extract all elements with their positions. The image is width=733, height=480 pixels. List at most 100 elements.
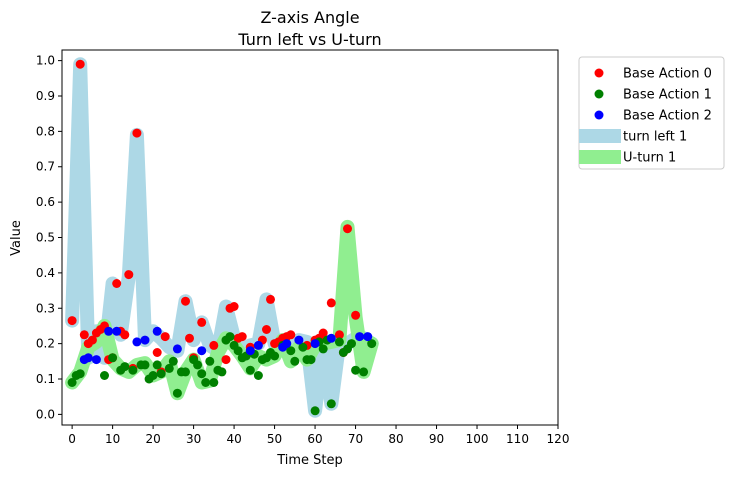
base-action-0-point — [181, 296, 190, 306]
x-tick-label: 80 — [388, 432, 403, 446]
chart-title: Z-axis Angle — [260, 8, 359, 27]
base-action-0-point — [197, 317, 207, 327]
base-action-1-point — [347, 339, 356, 349]
x-axis-label: Time Step — [276, 453, 343, 468]
base-action-2-point — [326, 333, 336, 343]
base-action-2-point — [83, 353, 93, 363]
base-action-1-point — [286, 346, 296, 356]
base-action-2-point — [91, 355, 101, 365]
base-action-1-point — [108, 353, 118, 363]
y-tick-label: 0.7 — [36, 160, 55, 174]
base-action-2-point — [355, 332, 365, 342]
x-tick-label: 40 — [226, 432, 241, 446]
x-tick-label: 120 — [547, 432, 570, 446]
base-action-0-point — [120, 330, 130, 340]
y-tick-label: 0.6 — [36, 195, 55, 209]
base-action-1-point — [270, 351, 280, 361]
base-action-2-point — [197, 346, 207, 356]
base-action-2-legend-label: Base Action 2 — [623, 109, 712, 124]
x-axis: 0 10 20 30 40 50 60 70 80 90 100 110 120 — [68, 425, 569, 446]
base-action-2-point — [245, 346, 255, 356]
base-action-1-point — [172, 388, 182, 398]
base-action-2-point — [132, 337, 142, 347]
base-action-2-point — [172, 344, 182, 354]
base-action-0-point — [229, 302, 239, 311]
base-action-1-point — [217, 367, 227, 377]
base-action-0-point — [326, 298, 336, 308]
base-action-1-point — [253, 371, 263, 380]
base-action-1-point — [209, 378, 219, 387]
base-action-1-point — [193, 360, 203, 370]
base-action-0-point — [112, 279, 122, 288]
base-action-1-point — [205, 356, 215, 366]
base-action-0-point — [266, 294, 275, 304]
base-action-1-legend-marker — [594, 89, 604, 99]
base-action-2-point — [294, 335, 304, 345]
x-tick-label: 20 — [145, 432, 160, 446]
x-tick-label: 100 — [466, 432, 489, 446]
base-action-1-point — [326, 399, 336, 409]
base-action-0-point — [343, 224, 352, 234]
base-action-1-point — [164, 363, 174, 373]
base-action-1-point — [181, 367, 190, 377]
y-tick-label: 0.1 — [36, 372, 55, 386]
base-action-0-point — [221, 355, 231, 365]
base-action-0-point — [152, 348, 162, 357]
points-layer — [67, 59, 377, 416]
base-action-2-legend-marker — [594, 110, 604, 120]
base-action-0-legend-label: Base Action 0 — [623, 67, 712, 82]
base-action-0-point — [67, 316, 77, 326]
x-tick-label: 90 — [429, 432, 444, 446]
base-action-1-point — [245, 365, 255, 375]
base-action-0-point — [318, 328, 328, 338]
base-action-1-point — [128, 365, 138, 375]
y-tick-label: 0.3 — [36, 301, 55, 315]
base-action-0-point — [351, 310, 361, 320]
x-tick-label: 60 — [307, 432, 322, 446]
y-axis: 0.0 0.1 0.2 0.3 0.4 0.5 0.6 0.7 0.8 0.9 1.0 — [36, 54, 62, 421]
base-action-1-point — [120, 362, 130, 372]
y-tick-label: 0.5 — [36, 231, 55, 245]
base-action-0-legend-marker — [594, 68, 604, 78]
base-action-0-point — [262, 325, 271, 334]
base-action-1-point — [290, 356, 300, 366]
base-action-1-point — [148, 371, 158, 380]
base-action-2-point — [104, 326, 114, 336]
base-action-0-point — [124, 270, 134, 280]
base-action-0-point — [79, 330, 89, 340]
x-tick-label: 10 — [105, 432, 120, 446]
base-action-1-point — [298, 342, 308, 352]
u-turn-1-legend-label: U-turn 1 — [623, 151, 676, 166]
base-action-2-point — [152, 326, 162, 336]
base-action-1-point — [168, 356, 178, 366]
y-tick-label: 0.0 — [36, 407, 55, 421]
y-tick-label: 0.8 — [36, 124, 55, 138]
base-action-1-point — [67, 378, 77, 387]
base-action-2-point — [310, 339, 320, 349]
base-action-2-point — [282, 339, 292, 349]
turn-left-1-legend-label: turn left 1 — [623, 130, 687, 145]
base-action-1-point — [306, 355, 316, 365]
base-action-1-point — [318, 344, 328, 354]
base-action-2-point — [253, 340, 263, 350]
y-tick-label: 0.9 — [36, 89, 55, 103]
u-turn-1-legend-swatch — [579, 150, 621, 164]
base-action-0-point — [237, 332, 247, 342]
turn-left-1-legend-swatch — [579, 129, 621, 143]
base-action-1-point — [359, 367, 369, 377]
base-action-0-point — [160, 332, 170, 342]
y-axis-label: Value — [9, 220, 24, 256]
base-action-1-point — [351, 365, 361, 375]
base-action-1-point — [152, 360, 162, 370]
base-action-1-legend-label: Base Action 1 — [623, 88, 712, 103]
base-action-1-point — [367, 339, 377, 349]
x-tick-label: 30 — [186, 432, 201, 446]
y-tick-label: 1.0 — [36, 54, 55, 68]
y-tick-label: 0.2 — [36, 337, 55, 351]
base-action-2-series — [79, 326, 373, 365]
base-action-1-point — [233, 346, 243, 356]
base-action-1-point — [201, 378, 211, 387]
base-action-1-point — [100, 371, 109, 380]
base-action-2-point — [363, 332, 373, 342]
